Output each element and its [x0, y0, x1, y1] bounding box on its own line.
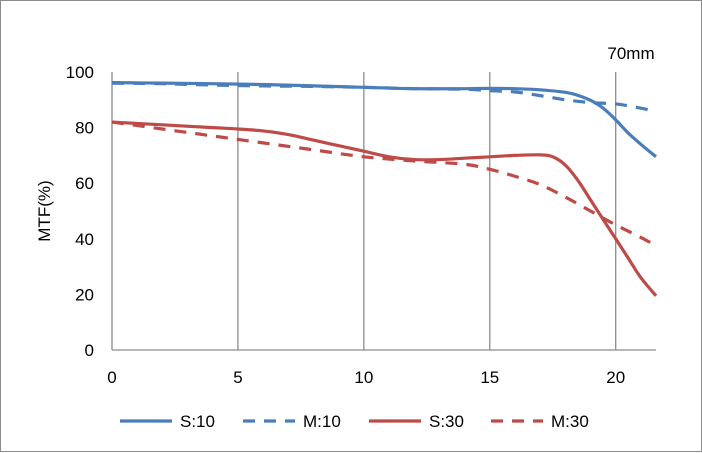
y-tick-label: 20 — [75, 285, 94, 304]
chart-title: 70mm — [607, 44, 654, 63]
series-line-m-10 — [111, 81, 657, 114]
y-axis-ticks: 0 20 40 60 80 100 — [66, 63, 94, 360]
y-axis-label: MTF(%) — [35, 180, 54, 241]
y-tick-label: 80 — [75, 119, 94, 138]
x-tick-label: 15 — [480, 368, 499, 387]
legend-label: S:30 — [429, 412, 464, 431]
series-line-m-30 — [111, 120, 657, 248]
x-tick-label: 20 — [606, 368, 625, 387]
grid-lines — [237, 72, 617, 350]
y-tick-label: 0 — [85, 341, 94, 360]
x-tick-label: 5 — [233, 368, 242, 387]
x-tick-label: 10 — [354, 368, 373, 387]
series-line-s-10 — [111, 80, 658, 159]
series-lines — [111, 80, 658, 297]
y-tick-label: 100 — [66, 63, 94, 82]
legend: S:10 M:10 S:30 M:30 — [120, 412, 589, 431]
legend-label: M:10 — [303, 412, 341, 431]
series-line-s-30 — [111, 120, 658, 297]
x-tick-label: 0 — [107, 368, 116, 387]
y-tick-label: 60 — [75, 174, 94, 193]
plot-area — [111, 72, 656, 351]
legend-label: M:30 — [551, 412, 589, 431]
y-tick-label: 40 — [75, 230, 94, 249]
legend-label: S:10 — [180, 412, 215, 431]
x-axis-ticks: 0 5 10 15 20 — [107, 368, 625, 387]
